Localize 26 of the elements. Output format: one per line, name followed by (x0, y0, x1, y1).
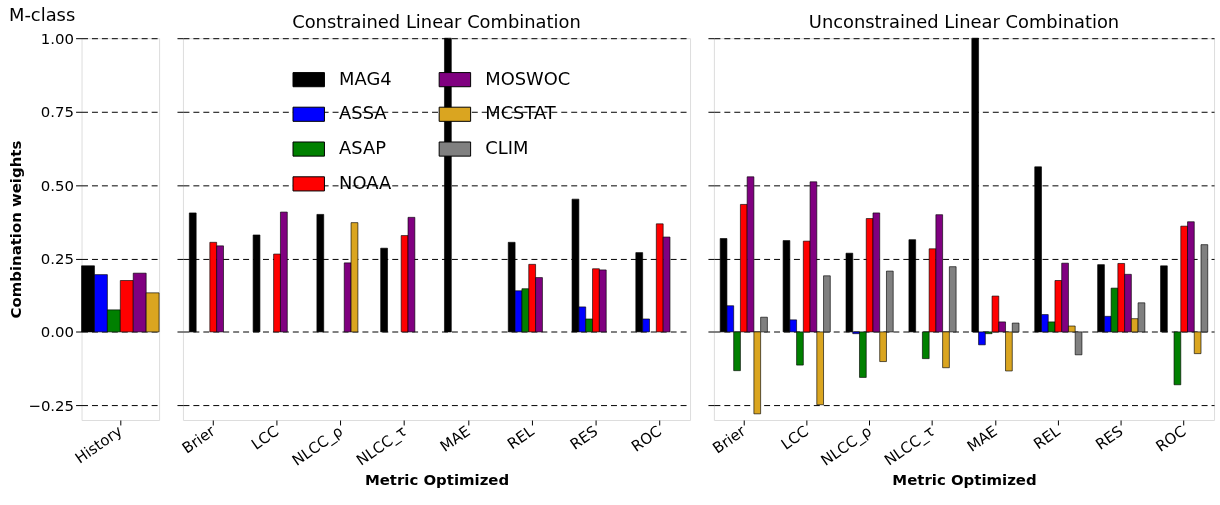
legend-label: ASSA (339, 102, 388, 124)
x-tick-label: LCC (248, 422, 283, 454)
x-tick-label: REL (1030, 421, 1065, 453)
x-tick-label: REL (503, 421, 538, 453)
y-tick-label: 0.00 (40, 323, 75, 342)
y-axis-title: Combination weights (7, 140, 26, 319)
chart-title: M-class (8, 4, 76, 26)
x-tick-label: RES (1092, 422, 1127, 454)
chart-title: Constrained Linear Combination (292, 10, 581, 32)
y-tick-label: −0.25 (28, 396, 75, 415)
legend-label: MCSTAT (485, 102, 556, 124)
chart-title: Unconstrained Linear Combination (808, 10, 1120, 32)
x-axis-title: Metric Optimized (892, 470, 1037, 489)
legend-label: NOAA (339, 171, 392, 193)
legend-label: MAG4 (339, 67, 392, 89)
legend-label: MOSWOC (485, 67, 571, 89)
legend-label: CLIM (485, 137, 529, 159)
x-axis-title: Metric Optimized (364, 470, 510, 489)
x-tick-label: RES (566, 422, 602, 454)
y-tick-label: 0.50 (40, 176, 75, 195)
bar (252, 234, 261, 333)
y-tick-label: 1.00 (40, 29, 75, 48)
legend-label: ASAP (339, 137, 387, 159)
y-tick-label: 0.75 (40, 103, 75, 122)
y-tick-label: 0.25 (40, 249, 75, 268)
x-tick-label: LCC (777, 422, 812, 454)
